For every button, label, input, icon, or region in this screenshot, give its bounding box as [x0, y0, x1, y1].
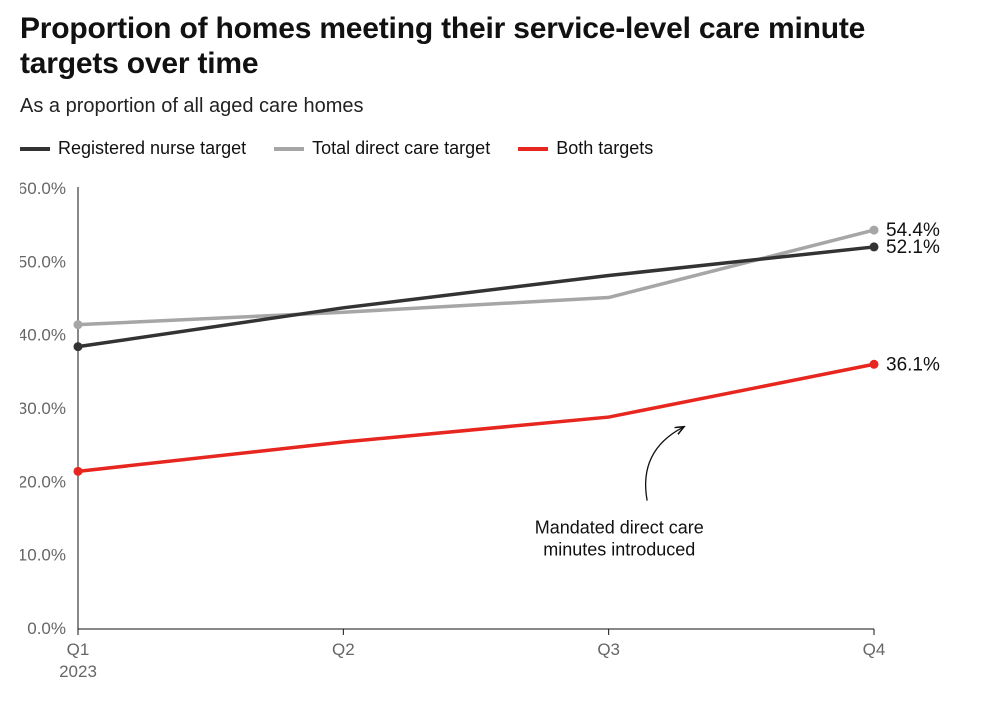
svg-text:40.0%: 40.0% — [20, 326, 66, 345]
series-end-label: 52.1% — [886, 237, 940, 258]
series-marker — [74, 342, 83, 351]
legend-swatch — [518, 147, 548, 151]
series-marker — [870, 242, 879, 251]
svg-text:Q3: Q3 — [597, 640, 620, 659]
svg-text:0.0%: 0.0% — [27, 619, 66, 638]
y-tick: 10.0% — [20, 546, 66, 565]
chart-subtitle: As a proportion of all aged care homes — [20, 95, 964, 118]
legend-swatch — [20, 147, 50, 151]
series-line — [78, 364, 874, 471]
legend-item: Registered nurse target — [20, 138, 246, 159]
series-line — [78, 230, 874, 325]
legend-swatch — [274, 147, 304, 151]
svg-text:30.0%: 30.0% — [20, 399, 66, 418]
svg-text:50.0%: 50.0% — [20, 252, 66, 271]
y-tick: 60.0% — [20, 179, 66, 198]
svg-text:10.0%: 10.0% — [20, 546, 66, 565]
annotation-text: Mandated direct careminutes introduced — [535, 518, 704, 560]
series-marker — [870, 226, 879, 235]
y-tick: 40.0% — [20, 326, 66, 345]
y-tick: 0.0% — [27, 619, 66, 638]
annotation-arrow — [646, 427, 683, 500]
y-tick: 30.0% — [20, 399, 66, 418]
legend-label: Registered nurse target — [58, 138, 246, 159]
legend-item: Total direct care target — [274, 138, 490, 159]
series-marker — [74, 320, 83, 329]
chart-area: 0.0% 10.0% 20.0% 30.0% 40.0% 50.0% 60.0% Q1 2023… — [20, 169, 964, 689]
series-end-label: 36.1% — [886, 354, 940, 375]
y-tick: 50.0% — [20, 252, 66, 271]
x-tick: Q2 — [332, 629, 355, 659]
svg-text:2023: 2023 — [59, 662, 97, 681]
svg-text:Q2: Q2 — [332, 640, 355, 659]
x-tick: Q4 — [863, 629, 886, 659]
legend-item: Both targets — [518, 138, 653, 159]
y-tick: 20.0% — [20, 472, 66, 491]
x-tick: Q3 — [597, 629, 620, 659]
series-marker — [870, 360, 879, 369]
series-marker — [74, 467, 83, 476]
chart-title: Proportion of homes meeting their servic… — [20, 12, 964, 81]
svg-text:Q1: Q1 — [67, 640, 90, 659]
legend: Registered nurse target Total direct care… — [20, 138, 964, 159]
legend-label: Total direct care target — [312, 138, 490, 159]
svg-text:Q4: Q4 — [863, 640, 886, 659]
legend-label: Both targets — [556, 138, 653, 159]
svg-text:20.0%: 20.0% — [20, 472, 66, 491]
svg-text:60.0%: 60.0% — [20, 179, 66, 198]
